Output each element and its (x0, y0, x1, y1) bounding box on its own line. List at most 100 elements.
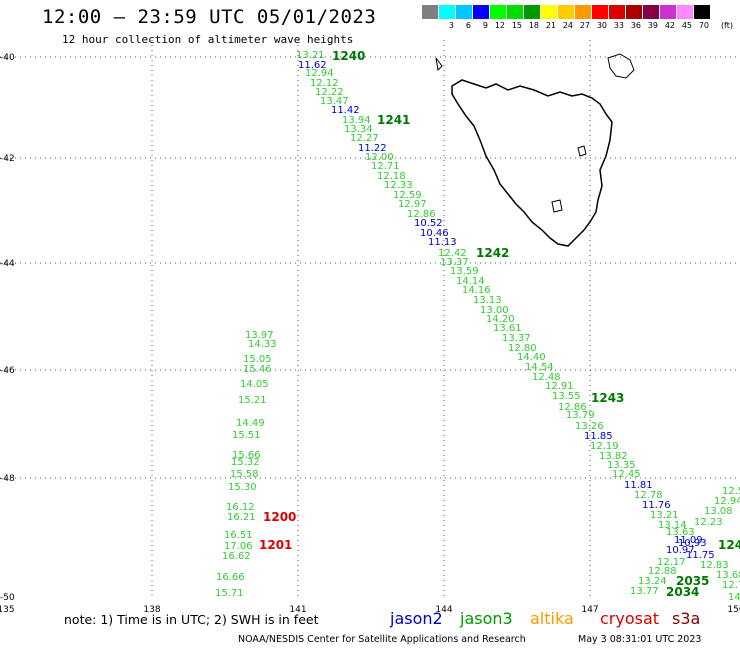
wave-height-label: 12.33 (384, 180, 413, 191)
wave-height-label: 12.71 (371, 161, 400, 172)
scale-label: 15 (511, 21, 522, 30)
scale-swatch (439, 5, 456, 19)
wave-height-label: 15.30 (228, 482, 257, 493)
wave-height-label: 12.18 (377, 171, 406, 182)
wave-height-label: 11.62 (298, 60, 327, 71)
legend-altika: altika (530, 609, 574, 628)
wave-height-label: 15.58 (230, 469, 259, 480)
wave-height-label: 15.66 (232, 450, 261, 461)
wave-height-label: 12.7 (722, 580, 740, 591)
wave-height-label: 12.97 (398, 199, 427, 210)
wave-height-label: 13.97 (245, 330, 274, 341)
wave-height-label: 13.47 (320, 96, 349, 107)
king-island (435, 57, 443, 72)
wave-height-label: 10.52 (414, 218, 443, 229)
wave-height-label: 16.21 (227, 512, 256, 523)
wave-height-label: 14.33 (248, 339, 277, 350)
lon-label: 141 (289, 605, 306, 615)
wave-height-label: 12.23 (694, 517, 723, 528)
lon-label: 144 (435, 605, 452, 615)
wave-height-label: 13.68 (716, 570, 740, 581)
wave-height-label: 14.40 (517, 352, 546, 363)
wave-height-label: 14.49 (236, 418, 265, 429)
wave-height-label: 16.12 (226, 502, 255, 513)
wave-height-label: 13.24 (638, 576, 667, 587)
scale-swatch (456, 5, 473, 19)
legend-cryosat: cryosat (600, 609, 660, 628)
scale-swatch (575, 5, 592, 19)
wave-height-label: 14 (728, 592, 740, 603)
wave-height-label: 13.26 (575, 421, 604, 432)
page-title: 12:00 — 23:59 UTC 05/01/2023 (42, 6, 377, 28)
wave-height-label: 15.46 (243, 364, 272, 375)
small-island (551, 199, 563, 213)
scale-swatch (592, 5, 609, 19)
pass-number-label: 1201 (259, 538, 292, 552)
wave-height-label: 11.85 (584, 431, 613, 442)
lon-label: 138 (143, 605, 160, 615)
scale-swatch (473, 5, 490, 19)
wave-height-label: 10.46 (420, 228, 449, 239)
scale-label: 12 (494, 21, 505, 30)
scale-label: 33 (613, 21, 624, 30)
scale-label: 18 (528, 21, 539, 30)
wave-height-label: 11.09 (674, 535, 703, 546)
scale-swatch (626, 5, 643, 19)
wave-height-label: 14.16 (462, 285, 491, 296)
legend-jason2: jason2 (390, 609, 443, 628)
wave-height-label: 10.97 (666, 545, 695, 556)
scale-label: 24 (562, 21, 573, 30)
wave-height-label: 12.78 (634, 490, 663, 501)
wave-height-label: 11.76 (642, 500, 671, 511)
wave-height-label: 12.59 (393, 190, 422, 201)
lat-label: -44 (0, 259, 15, 269)
wave-height-label: 13.21 (650, 510, 679, 521)
wave-height-label: 15.05 (243, 354, 272, 365)
wave-height-label: 13.08 (704, 506, 733, 517)
small-island (577, 145, 587, 157)
wave-height-label: 13.59 (450, 266, 479, 277)
scale-unit: (ft) (720, 21, 733, 30)
lat-label: -48 (0, 474, 15, 484)
scale-label: 3 (448, 21, 454, 30)
lat-label: -50 (0, 593, 15, 603)
scale-label: 39 (647, 21, 658, 30)
scale-label: 70 (698, 21, 709, 30)
wave-height-label: 13.61 (493, 323, 522, 334)
wave-height-label: 13.63 (666, 527, 695, 538)
wave-height-label: 12.19 (590, 441, 619, 452)
scale-label: 42 (664, 21, 675, 30)
wave-height-label: 12.22 (315, 87, 344, 98)
wave-height-label: 12.94 (305, 68, 334, 79)
wave-height-label: 12.86 (558, 402, 587, 413)
scale-swatch (490, 5, 507, 19)
page-subtitle: 12 hour collection of altimeter wave hei… (62, 33, 354, 46)
pass-number-label: 1242 (476, 246, 509, 260)
wave-height-label: 13.55 (552, 391, 581, 402)
wave-height-label: 11.75 (686, 550, 715, 561)
wave-height-label: 13.35 (607, 460, 636, 471)
scale-swatch (524, 5, 541, 19)
pass-number-label: 2034 (666, 585, 699, 599)
wave-height-label: 16.62 (222, 551, 251, 562)
wave-height-label: 12.83 (700, 560, 729, 571)
wave-height-label: 12.17 (657, 557, 686, 568)
lat-label: -46 (0, 366, 15, 376)
scale-label: 6 (465, 21, 471, 30)
footer-note: note: 1) Time is in UTC; 2) SWH is in fe… (64, 612, 319, 627)
wave-height-label: 10.93 (678, 538, 707, 549)
wave-height-label: 12.5 (722, 486, 740, 497)
wave-height-label: 11.42 (331, 105, 360, 116)
wave-height-label: 12.80 (508, 343, 537, 354)
tasmania-coastline (451, 79, 613, 247)
color-scale (422, 5, 711, 19)
wave-height-label: 12.12 (310, 78, 339, 89)
footer-timestamp: May 3 08:31:01 UTC 2023 (578, 634, 702, 645)
lat-label: -42 (0, 154, 15, 164)
pass-number-label: 1241 (377, 113, 410, 127)
wave-height-label: 12.45 (612, 469, 641, 480)
wave-height-label: 12.27 (350, 133, 379, 144)
pass-number-label: 124 (718, 538, 740, 552)
pass-number-label: 2035 (676, 574, 709, 588)
